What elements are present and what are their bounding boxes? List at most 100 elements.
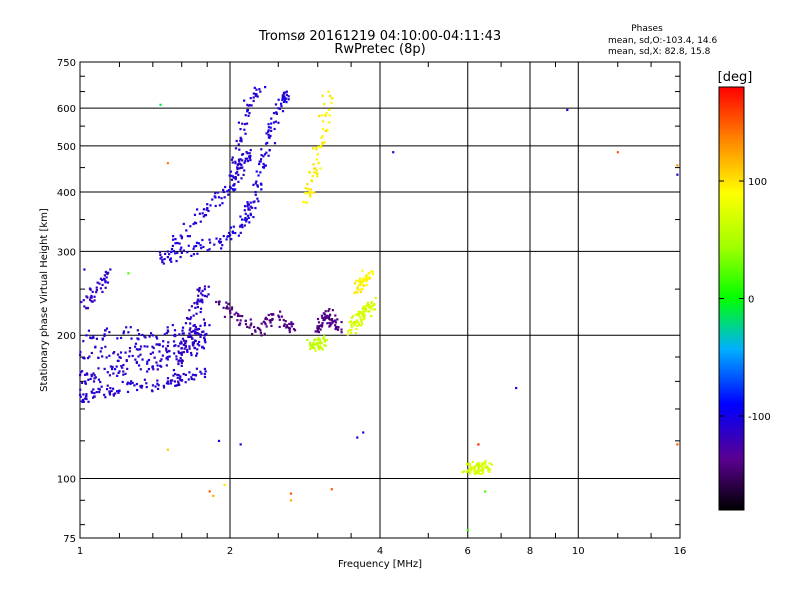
echo-trace-point <box>178 383 181 386</box>
echo-trace-point <box>317 346 320 350</box>
echo-trace-point <box>363 284 366 287</box>
y-tick-label: 600 <box>57 104 76 115</box>
echo-trace-point <box>367 310 370 313</box>
echo-trace-point <box>202 330 205 333</box>
echo-trace-point <box>206 207 209 210</box>
echo-trace-point <box>241 159 244 162</box>
echo-trace-point <box>249 205 252 208</box>
echo-trace-point <box>236 166 239 169</box>
echo-trace-point <box>243 218 246 221</box>
echo-trace-point <box>321 322 324 325</box>
echo-trace-point <box>317 336 320 340</box>
echo-trace-point <box>307 188 310 191</box>
echo-trace-point <box>234 172 238 175</box>
grid-lines <box>80 62 680 538</box>
echo-trace-point <box>120 365 123 368</box>
echo-trace-point <box>139 384 142 388</box>
echo-trace-point <box>357 310 360 313</box>
echo-trace-point <box>201 238 204 242</box>
echo-trace-point <box>231 156 234 159</box>
echo-trace-point <box>93 374 96 377</box>
echo-trace-point <box>122 332 125 335</box>
echo-trace-point <box>285 90 288 93</box>
echo-trace-point <box>361 287 364 290</box>
echo-trace-point <box>350 329 353 332</box>
echo-trace-point <box>268 149 271 152</box>
x-tick-label: 16 <box>674 546 687 557</box>
echo-trace-point <box>254 190 257 194</box>
echo-trace-point <box>244 216 247 220</box>
echo-trace-point <box>318 337 321 341</box>
echo-trace-point <box>362 318 365 321</box>
echo-trace-point <box>178 333 181 336</box>
echo-point <box>208 490 211 493</box>
echo-trace-point <box>116 390 119 393</box>
echo-trace-point <box>270 129 273 133</box>
echo-trace-point <box>265 132 268 135</box>
echo-trace-point <box>92 395 96 398</box>
echo-trace-point <box>171 379 174 382</box>
echo-trace-point <box>182 351 185 354</box>
echo-point <box>676 173 679 176</box>
echo-trace-point <box>203 338 206 341</box>
echo-trace-point <box>312 147 315 150</box>
echo-trace-point <box>163 333 166 336</box>
echo-trace-point <box>145 385 148 389</box>
echo-trace-point <box>180 353 183 356</box>
echo-trace-point <box>322 317 326 320</box>
echo-trace-point <box>162 262 165 265</box>
echo-trace-point <box>329 324 332 327</box>
echo-trace-point <box>188 347 191 350</box>
echo-trace-point <box>192 329 195 333</box>
echo-trace-point <box>290 322 293 326</box>
echo-trace-point <box>368 276 372 279</box>
echo-trace-point <box>205 295 208 298</box>
echo-trace-point <box>105 276 108 279</box>
echo-trace-point <box>195 312 198 315</box>
echo-trace-point <box>240 163 243 166</box>
echo-trace-point <box>166 326 169 329</box>
echo-trace-point <box>323 114 327 117</box>
echo-trace-point <box>486 465 489 468</box>
echo-trace-point <box>244 323 248 326</box>
echo-trace-point <box>180 342 183 345</box>
echo-trace-point <box>200 247 203 250</box>
echo-trace-point <box>257 174 260 177</box>
echo-trace-point <box>236 171 239 174</box>
echo-trace-point <box>310 180 314 183</box>
echo-trace-point <box>283 98 286 101</box>
echo-trace-point <box>130 337 133 340</box>
echo-trace-point <box>321 316 324 320</box>
echo-trace-point <box>361 322 364 325</box>
echo-trace-point <box>166 351 169 354</box>
echo-trace-point <box>125 359 128 362</box>
echo-trace-point <box>189 351 193 355</box>
echo-trace-point <box>487 467 490 470</box>
echo-trace-point <box>238 148 241 151</box>
echo-trace-point <box>249 148 252 152</box>
echo-trace-point <box>322 120 325 123</box>
echo-trace-point <box>229 185 232 189</box>
echo-trace-point <box>178 377 182 380</box>
echo-trace-point <box>330 101 333 105</box>
echo-trace-point <box>166 344 169 348</box>
echo-point <box>127 272 130 275</box>
echo-trace-point <box>256 95 259 98</box>
echo-trace-point <box>281 98 284 102</box>
echo-trace-point <box>239 322 242 325</box>
echo-trace-point <box>126 381 129 384</box>
echo-trace-point <box>194 325 198 329</box>
echo-trace-point <box>323 340 327 343</box>
echo-trace-point <box>239 215 242 218</box>
echo-trace-point <box>267 133 270 136</box>
echo-trace-point <box>247 104 250 107</box>
echo-trace-point <box>83 357 86 360</box>
echo-trace-point <box>313 343 316 346</box>
echo-trace-point <box>100 385 103 388</box>
echo-trace-point <box>188 235 191 238</box>
echo-trace-point <box>331 309 334 312</box>
echo-trace-point <box>480 469 483 472</box>
echo-trace-point <box>122 363 125 367</box>
echo-trace-point <box>260 183 263 186</box>
echo-trace-point <box>156 368 159 371</box>
